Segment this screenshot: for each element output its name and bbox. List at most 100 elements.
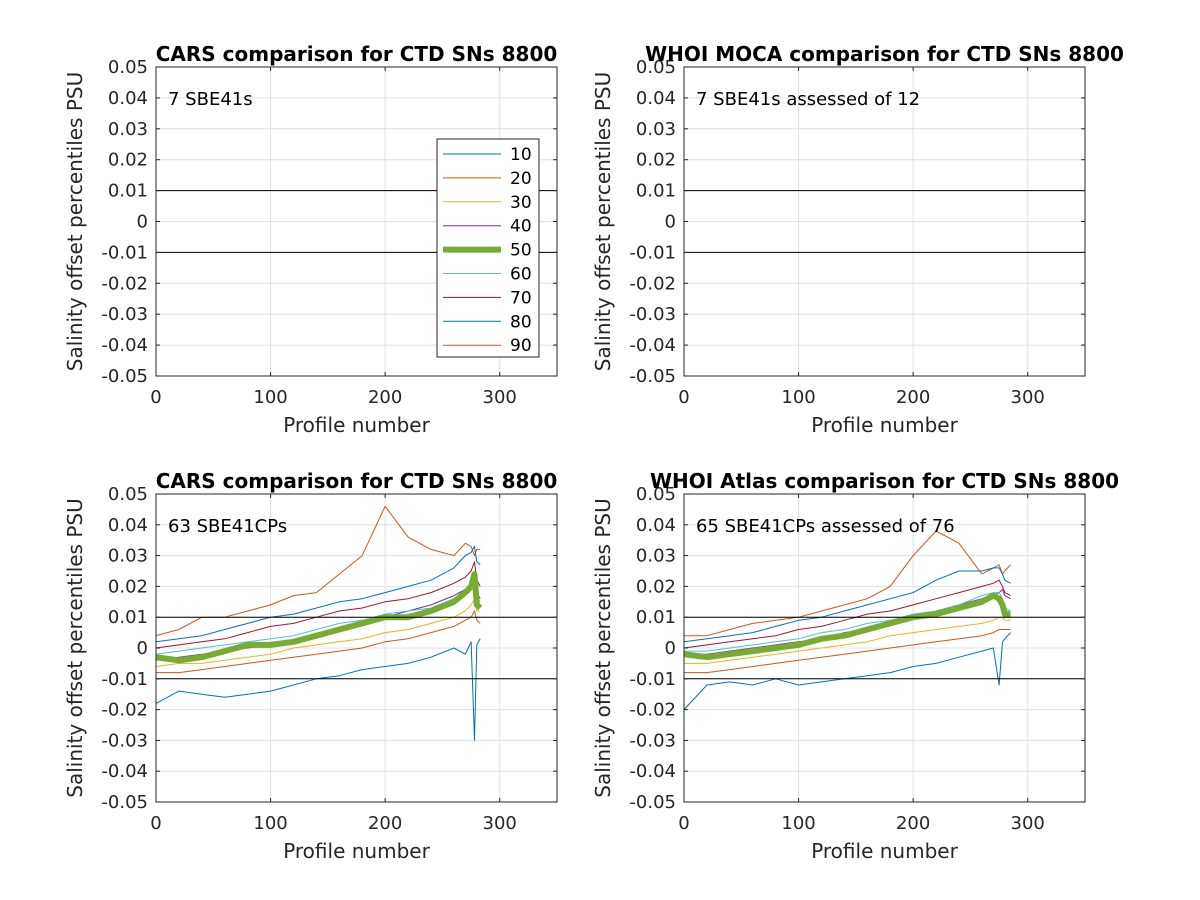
y-tick-label: 0.01 xyxy=(108,181,148,202)
y-tick-label: -0.02 xyxy=(629,273,676,294)
x-tick-label: 200 xyxy=(368,387,402,408)
annotation-text: 63 SBE41CPs xyxy=(168,516,287,537)
y-tick-label: -0.02 xyxy=(101,273,148,294)
legend-label: 70 xyxy=(510,288,532,308)
x-axis-label: Profile number xyxy=(283,839,430,863)
series-line-70 xyxy=(684,579,1011,649)
y-axis-label: Salinity offset percentiles PSU xyxy=(591,498,615,797)
x-tick-label: 200 xyxy=(368,813,402,834)
y-tick-label: 0 xyxy=(137,638,148,659)
x-tick-label: 100 xyxy=(781,813,815,834)
legend-label: 60 xyxy=(510,265,532,285)
y-tick-label: 0.04 xyxy=(108,515,148,536)
y-tick-label: -0.02 xyxy=(101,700,148,721)
legend-label: 50 xyxy=(510,241,532,261)
x-axis-label: Profile number xyxy=(283,413,430,437)
annotation-text: 7 SBE41s assessed of 12 xyxy=(696,89,920,110)
y-tick-label: -0.01 xyxy=(101,242,148,263)
x-tick-label: 0 xyxy=(678,813,689,834)
x-axis-label: Profile number xyxy=(811,413,958,437)
y-axis-label: Salinity offset percentiles PSU xyxy=(591,72,615,371)
chart-title: CARS comparison for CTD SNs 8800 xyxy=(156,469,558,493)
annotation-text: 7 SBE41s xyxy=(168,89,253,110)
x-axis-label: Profile number xyxy=(811,839,958,863)
y-tick-label: 0 xyxy=(665,212,676,233)
y-tick-label: -0.05 xyxy=(629,366,676,387)
y-tick-label: -0.03 xyxy=(101,304,148,325)
y-tick-label: -0.01 xyxy=(629,669,676,690)
y-tick-label: -0.05 xyxy=(629,792,676,813)
y-tick-label: 0.02 xyxy=(108,150,148,171)
y-tick-label: 0.01 xyxy=(108,607,148,628)
x-tick-label: 300 xyxy=(483,813,517,834)
y-axis-label: Salinity offset percentiles PSU xyxy=(63,498,87,797)
legend-label: 30 xyxy=(510,193,532,213)
legend-label: 40 xyxy=(510,217,532,237)
y-tick-label: -0.03 xyxy=(629,304,676,325)
y-tick-label: 0.01 xyxy=(636,181,676,202)
series-line-70 xyxy=(156,561,481,649)
x-tick-label: 300 xyxy=(1011,813,1045,834)
series-line-80 xyxy=(156,545,481,643)
x-tick-label: 300 xyxy=(1011,387,1045,408)
x-tick-label: 0 xyxy=(150,813,161,834)
y-tick-label: -0.04 xyxy=(101,335,148,356)
series-line-20 xyxy=(684,530,1011,637)
series-line-50 xyxy=(684,592,1011,661)
y-tick-label: 0.05 xyxy=(636,57,676,78)
y-tick-label: 0.02 xyxy=(636,576,676,597)
y-tick-label: 0 xyxy=(665,638,676,659)
x-tick-label: 100 xyxy=(781,387,815,408)
chart-title: CARS comparison for CTD SNs 8800 xyxy=(156,42,558,66)
legend-label: 20 xyxy=(510,169,532,189)
chart-panel-3: 0 100 200 300 -0.05 -0.04 -0.03 -0.02 -0.01 0 0.01… xyxy=(63,469,558,863)
series-line-10 xyxy=(684,632,1011,710)
legend-label: 10 xyxy=(510,145,532,165)
y-tick-label: -0.04 xyxy=(629,761,676,782)
x-tick-label: 100 xyxy=(253,813,287,834)
chart-panel-2: 0 100 200 300 -0.05 -0.04 -0.03 -0.02 -0.01 0 0.01… xyxy=(591,42,1124,437)
y-tick-label: -0.01 xyxy=(101,669,148,690)
chart-title: WHOI MOCA comparison for CTD SNs 8800 xyxy=(645,42,1124,66)
series-line-50 xyxy=(156,571,483,664)
legend-label: 80 xyxy=(510,312,532,332)
legend-label: 90 xyxy=(510,336,532,356)
x-tick-label: 200 xyxy=(896,813,930,834)
x-tick-label: 100 xyxy=(253,387,287,408)
y-tick-label: 0.03 xyxy=(636,546,676,567)
y-tick-label: -0.01 xyxy=(629,242,676,263)
y-tick-label: 0.04 xyxy=(636,88,676,109)
y-tick-label: 0 xyxy=(137,212,148,233)
y-tick-label: 0.02 xyxy=(108,576,148,597)
y-tick-label: -0.03 xyxy=(101,730,148,751)
y-tick-label: 0.03 xyxy=(108,546,148,567)
y-tick-label: 0.01 xyxy=(636,607,676,628)
y-tick-label: 0.02 xyxy=(636,150,676,171)
y-tick-label: 0.03 xyxy=(636,119,676,140)
x-tick-label: 0 xyxy=(150,387,161,408)
x-tick-label: 300 xyxy=(483,387,517,408)
series-line-80 xyxy=(684,567,1011,643)
x-tick-label: 0 xyxy=(678,387,689,408)
x-tick-label: 200 xyxy=(896,387,930,408)
y-axis-label: Salinity offset percentiles PSU xyxy=(63,72,87,371)
y-tick-label: -0.05 xyxy=(101,792,148,813)
y-tick-label: 0.04 xyxy=(108,88,148,109)
chart-panel-1: 0 100 200 300 -0.05 -0.04 -0.03 -0.02 -0.01 0 0.01… xyxy=(63,42,558,437)
y-tick-label: -0.02 xyxy=(629,700,676,721)
y-tick-label: 0.03 xyxy=(108,119,148,140)
series-line-10 xyxy=(156,638,481,741)
chart-title: WHOI Atlas comparison for CTD SNs 8800 xyxy=(650,469,1119,493)
annotation-text: 65 SBE41CPs assessed of 76 xyxy=(696,516,955,537)
series-line-30 xyxy=(156,598,481,667)
y-tick-label: -0.05 xyxy=(101,366,148,387)
y-tick-label: 0.04 xyxy=(636,515,676,536)
y-tick-label: -0.04 xyxy=(629,335,676,356)
y-tick-label: -0.03 xyxy=(629,730,676,751)
y-tick-label: -0.04 xyxy=(101,761,148,782)
y-tick-label: 0.05 xyxy=(108,484,148,505)
legend: 10 20 30 40 50 60 70 80 90 xyxy=(436,138,540,358)
series-line-90 xyxy=(684,629,1011,674)
y-tick-label: 0.05 xyxy=(636,484,676,505)
